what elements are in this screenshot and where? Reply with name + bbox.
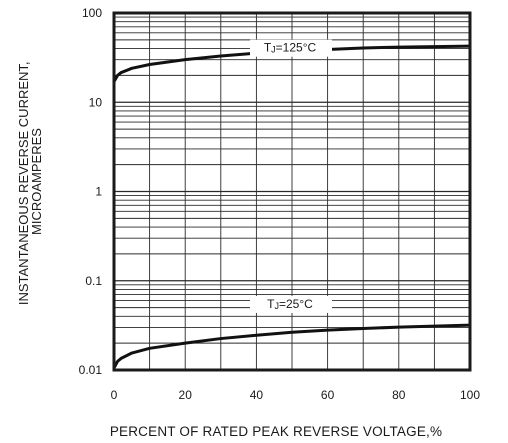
tick-labels: 0 20 40 60 80 100 100 10 1 0.1 0.01 — [79, 6, 481, 402]
y-axis-label: INSTANTANEOUS REVERSE CURRENT, MICROAMPE… — [16, 58, 44, 305]
y-tick-label: 0.1 — [85, 274, 102, 288]
curve-label-text: TJ=125°C — [264, 41, 317, 55]
x-tick-label: 100 — [460, 388, 480, 402]
curve-labels: TJ=125°C TJ=25°C — [250, 39, 332, 313]
y-tick-label: 100 — [82, 6, 102, 20]
y-tick-label: 0.01 — [79, 363, 103, 377]
curve-tj-25c — [112, 323, 472, 370]
curve-tj-125c — [112, 44, 472, 84]
curve-label-text: TJ=25°C — [267, 297, 313, 311]
plot-frame — [112, 11, 472, 372]
y-tick-label: 10 — [89, 95, 103, 109]
curve-label-background — [250, 39, 332, 57]
x-tick-label: 20 — [179, 388, 193, 402]
x-tick-label: 80 — [392, 388, 406, 402]
curve-label-tj-25c: TJ=25°C — [250, 295, 332, 313]
y-axis-label-line-1: INSTANTANEOUS REVERSE CURRENT, — [16, 61, 31, 305]
y-tick-label: 1 — [95, 185, 102, 199]
x-tick-label: 40 — [250, 388, 264, 402]
x-tick-label: 0 — [111, 388, 118, 402]
curve-label-background — [250, 295, 332, 313]
grid-lines — [114, 13, 470, 371]
x-axis-label: PERCENT OF RATED PEAK REVERSE VOLTAGE,% — [110, 424, 442, 439]
curve-label-tj-125c: TJ=125°C — [250, 39, 332, 57]
curves — [112, 44, 472, 370]
y-axis-label-line-2: MICROAMPERES — [29, 128, 44, 235]
x-tick-label: 60 — [321, 388, 335, 402]
